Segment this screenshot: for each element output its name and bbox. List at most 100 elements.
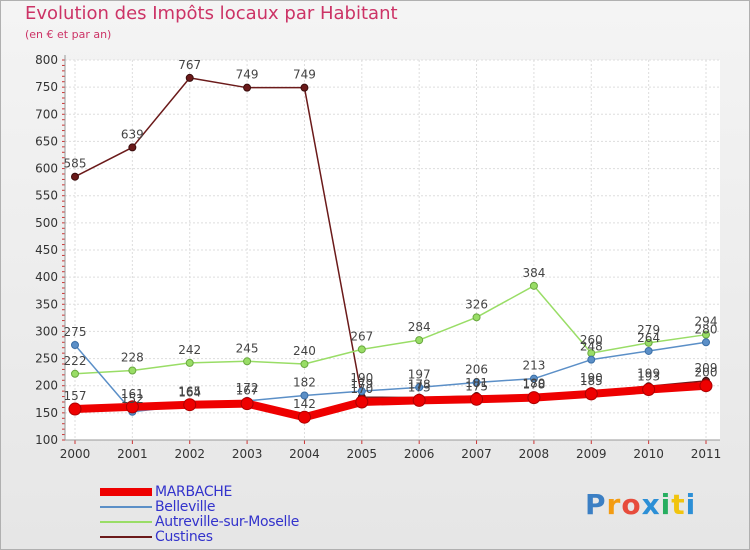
x-tick-label: 2009 <box>576 447 607 461</box>
data-point <box>300 83 309 92</box>
logo-letter: o <box>621 488 642 521</box>
data-point <box>587 355 596 364</box>
data-label: 178 <box>522 378 545 392</box>
chart-subtitle: (en € et par an) <box>25 28 112 41</box>
y-tick-label: 350 <box>35 297 58 311</box>
data-label: 294 <box>695 315 718 329</box>
data-point <box>68 402 82 416</box>
x-tick-label: 2000 <box>60 447 91 461</box>
logo-letter: r <box>606 488 622 521</box>
data-point <box>644 346 653 355</box>
logo-letter: i <box>660 488 672 521</box>
data-label: 164 <box>178 385 201 399</box>
legend-swatch <box>100 536 152 538</box>
logo-letter: i <box>685 488 697 521</box>
data-label: 240 <box>293 344 316 358</box>
x-tick-label: 2002 <box>174 447 205 461</box>
y-tick-label: 100 <box>35 433 58 447</box>
data-point <box>584 387 598 401</box>
data-point <box>297 410 311 424</box>
logo-letter: x <box>641 488 661 521</box>
data-point <box>300 360 309 368</box>
x-tick-label: 2001 <box>117 447 148 461</box>
series-line <box>74 285 707 375</box>
data-label: 179 <box>350 377 373 391</box>
data-point <box>355 395 369 409</box>
data-label: 182 <box>293 375 316 389</box>
y-tick-label: 400 <box>35 270 58 284</box>
data-point <box>71 172 79 181</box>
data-label: 767 <box>178 58 201 72</box>
y-tick-label: 300 <box>35 324 58 338</box>
data-point <box>415 336 424 345</box>
logo-letter: t <box>671 488 686 521</box>
data-label: 242 <box>178 343 201 357</box>
logo-letter: P <box>585 488 607 521</box>
legend-label: Custines <box>155 529 213 545</box>
data-point <box>128 366 137 375</box>
series-line <box>74 381 707 422</box>
data-point <box>412 393 426 407</box>
data-point <box>699 379 713 393</box>
y-tick-label: 750 <box>35 80 58 94</box>
data-point <box>300 391 309 400</box>
x-tick-label: 2005 <box>347 447 378 461</box>
data-label: 173 <box>408 380 431 394</box>
data-label: 275 <box>64 325 87 339</box>
data-label: 279 <box>637 323 660 337</box>
data-point <box>71 341 79 349</box>
data-label: 181 <box>465 376 488 390</box>
x-tick-label: 2007 <box>461 447 492 461</box>
data-label: 280 <box>695 322 718 336</box>
data-label: 213 <box>522 359 545 373</box>
y-tick-label: 700 <box>35 107 58 121</box>
y-tick-label: 150 <box>35 406 58 420</box>
data-point <box>527 391 541 405</box>
data-label: 199 <box>637 366 660 380</box>
data-point <box>472 313 481 322</box>
data-label: 161 <box>121 387 144 401</box>
data-label: 267 <box>350 329 373 343</box>
proxiti-logo: Proxiti <box>585 488 696 521</box>
data-label: 209 <box>695 361 718 375</box>
data-label: 190 <box>580 371 603 385</box>
data-label: 167 <box>236 384 259 398</box>
legend-swatch <box>100 506 152 508</box>
data-label: 260 <box>580 333 603 347</box>
data-label: 172 <box>236 381 259 395</box>
data-label: 284 <box>408 320 431 334</box>
data-point <box>702 338 710 347</box>
data-point <box>415 383 424 392</box>
data-point <box>125 400 139 414</box>
data-label: 190 <box>350 371 373 385</box>
y-tick-label: 500 <box>35 216 58 230</box>
data-point <box>240 397 254 411</box>
legend-label: Autreville-sur-Moselle <box>155 514 300 530</box>
data-label: 200 <box>695 366 718 380</box>
x-tick-label: 2008 <box>519 447 550 461</box>
y-tick-label: 600 <box>35 162 58 176</box>
data-label: 165 <box>178 385 201 399</box>
data-point <box>243 83 252 92</box>
data-point <box>644 338 653 347</box>
y-tick-label: 450 <box>35 243 58 257</box>
data-label: 639 <box>121 127 144 141</box>
y-tick-label: 250 <box>35 352 58 366</box>
data-point <box>71 369 79 378</box>
data-label: 585 <box>64 157 87 171</box>
data-label: 142 <box>293 397 316 411</box>
data-label: 157 <box>64 389 87 403</box>
x-tick-label: 2010 <box>633 447 664 461</box>
x-tick-label: 2004 <box>289 447 320 461</box>
data-label: 749 <box>293 68 316 82</box>
data-point <box>185 358 194 367</box>
data-point <box>470 392 484 406</box>
data-label: 384 <box>522 266 545 280</box>
data-point <box>529 281 538 290</box>
legend-label: Belleville <box>155 499 216 515</box>
data-label: 152 <box>121 392 144 406</box>
data-point <box>702 330 710 339</box>
data-label: 245 <box>236 341 259 355</box>
y-tick-label: 200 <box>35 379 58 393</box>
data-point <box>642 383 656 397</box>
